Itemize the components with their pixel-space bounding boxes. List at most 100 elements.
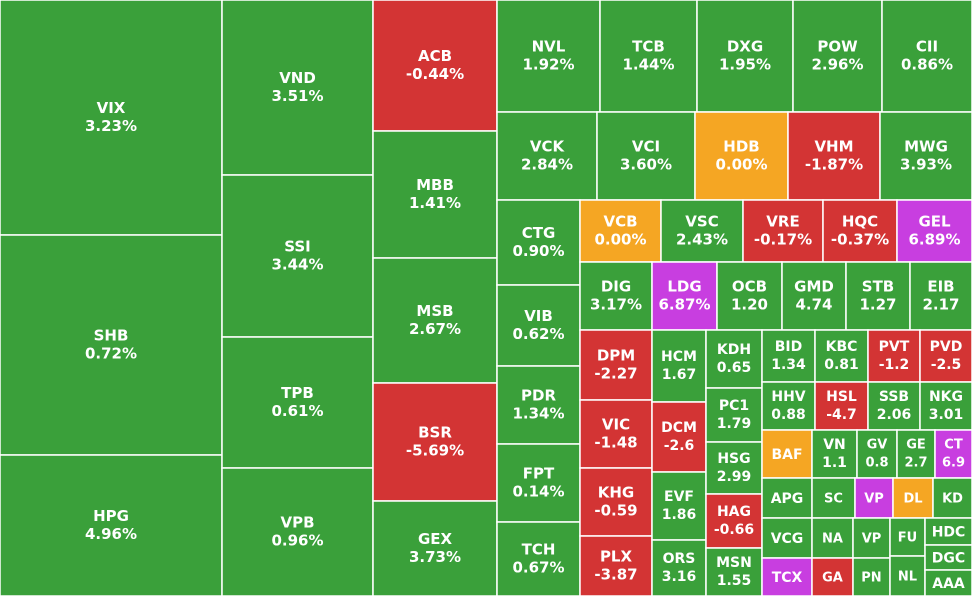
tile: [705, 441, 763, 495]
tile: [919, 329, 972, 383]
tile-label: VND: [279, 69, 316, 87]
tile-label: HSL: [826, 389, 857, 405]
tile-label: VN: [823, 437, 846, 453]
tile: [372, 0, 498, 132]
tile-label: CII: [916, 38, 938, 56]
tile: [596, 111, 696, 201]
tile-label: DL: [903, 492, 922, 507]
tile: [852, 557, 891, 597]
tile-change: 3.23%: [85, 117, 137, 135]
tile-change: 0.86%: [901, 56, 953, 74]
tile-label: VIB: [524, 307, 553, 325]
tile: [696, 0, 794, 113]
tile: [867, 329, 921, 383]
tile: [0, 234, 223, 456]
tile: [496, 0, 601, 113]
tile-label: SSB: [879, 389, 909, 405]
tile-label: HQC: [842, 213, 878, 231]
tile-label: VSC: [685, 213, 718, 231]
tile-label: HDB: [723, 138, 759, 156]
tile-label: DGC: [932, 551, 965, 567]
tile-label: VCG: [771, 531, 804, 547]
tile: [705, 329, 763, 389]
tile: [881, 0, 972, 113]
tile: [651, 329, 707, 403]
tile-change: -0.44%: [406, 65, 464, 83]
tile-label: ORS: [663, 551, 696, 567]
tile-change: 3.51%: [271, 87, 323, 105]
tile-change: 1.67: [662, 367, 697, 383]
tile-label: TCH: [522, 541, 556, 559]
tile: [909, 261, 972, 331]
tile-change: -3.87: [594, 566, 637, 584]
tile-label: GEX: [418, 530, 453, 548]
tile-change: 4.96%: [85, 525, 137, 543]
tile-change: 2.7: [904, 456, 927, 471]
tile: [372, 257, 498, 384]
tile-change: -1.87%: [805, 156, 863, 174]
tile-label: FPT: [523, 465, 555, 483]
tile-label: NA: [822, 532, 843, 547]
tile: [496, 111, 598, 201]
tile-change: 3.60%: [620, 156, 672, 174]
tile-label: EVF: [664, 489, 694, 505]
tile-label: VP: [862, 532, 882, 547]
tile-change: 2.99: [717, 469, 752, 485]
tile: [792, 0, 883, 113]
tile-label: DXG: [727, 38, 763, 56]
tile-change: 2.84%: [521, 156, 573, 174]
tile-label: HAG: [717, 504, 751, 520]
tile-label: DPM: [597, 347, 635, 365]
tile: [372, 130, 498, 259]
tile-change: 0.00%: [715, 156, 767, 174]
tile-change: 0.90%: [512, 242, 564, 260]
tile-change: 1.92%: [522, 56, 574, 74]
tile-label: DCM: [661, 420, 697, 436]
tile-change: 0.61%: [271, 402, 323, 420]
tile-change: 1.79: [717, 416, 752, 432]
tile-label: VCB: [603, 213, 637, 231]
tile-change: -0.17%: [754, 231, 812, 249]
tile-label: TPB: [281, 384, 314, 402]
tile-label: SSI: [284, 238, 311, 256]
tile-change: -5.69%: [406, 442, 464, 460]
tile-change: 0.72%: [85, 345, 137, 363]
tile-change: -1.48: [594, 434, 637, 452]
tile-label: GMD: [794, 278, 834, 296]
tile-change: 1.86: [662, 507, 697, 523]
tile: [761, 557, 813, 597]
tile: [651, 539, 707, 597]
tile-label: BID: [775, 339, 803, 355]
tile-label: VHM: [814, 138, 853, 156]
tile-label: NVL: [532, 38, 566, 56]
tile-label: PC1: [719, 398, 749, 414]
tile-label: MWG: [904, 138, 948, 156]
tile-label: PVT: [879, 339, 910, 355]
tile: [651, 401, 707, 473]
tile-label: APG: [771, 491, 804, 507]
tile-change: 0.65: [717, 360, 752, 376]
tile: [761, 329, 816, 383]
tile-label: CTG: [522, 224, 556, 242]
tile-label: NKG: [929, 389, 963, 405]
tile: [879, 111, 972, 201]
tile-label: GV: [867, 438, 888, 453]
tile: [0, 454, 223, 597]
tile: [579, 467, 653, 537]
tile-change: 1.34: [771, 357, 806, 373]
tile: [579, 199, 662, 263]
tile-label: MSB: [416, 302, 453, 320]
tile-change: -2.27: [594, 365, 637, 383]
tile-change: 1.55: [717, 573, 752, 589]
tile-label: MSN: [716, 555, 752, 571]
tile-label: LDG: [667, 278, 701, 296]
tile: [579, 261, 653, 331]
tile: [496, 443, 581, 523]
tile-label: PN: [861, 571, 881, 586]
tile-label: KD: [942, 492, 963, 507]
tile: [705, 387, 763, 443]
tile-label: EIB: [927, 278, 954, 296]
tile-label: VP: [864, 492, 884, 507]
tile-change: 0.88: [771, 407, 806, 423]
